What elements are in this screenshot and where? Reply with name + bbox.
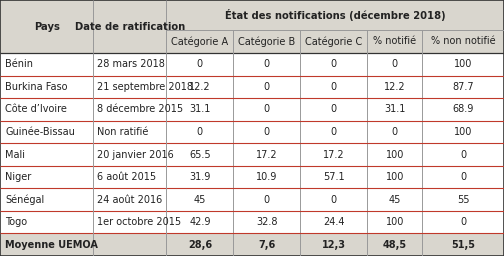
Text: 12.2: 12.2 <box>384 82 406 92</box>
Text: Catégorie A: Catégorie A <box>171 36 228 47</box>
Text: Togo: Togo <box>5 217 27 227</box>
Text: Côte d’Ivoire: Côte d’Ivoire <box>5 104 67 114</box>
Text: 48,5: 48,5 <box>383 240 407 250</box>
Text: 0: 0 <box>460 172 466 182</box>
Text: 24 août 2016: 24 août 2016 <box>97 195 162 205</box>
Text: 12.2: 12.2 <box>189 82 211 92</box>
Text: 0: 0 <box>197 127 203 137</box>
Text: 0: 0 <box>264 82 270 92</box>
Text: Catégorie B: Catégorie B <box>238 36 295 47</box>
Text: 1er octobre 2015: 1er octobre 2015 <box>97 217 181 227</box>
Text: Moyenne UEMOA: Moyenne UEMOA <box>5 240 98 250</box>
Bar <box>0 233 504 256</box>
Text: 45: 45 <box>389 195 401 205</box>
Text: Non ratifié: Non ratifié <box>97 127 148 137</box>
Text: 10.9: 10.9 <box>256 172 278 182</box>
Bar <box>0 30 504 53</box>
Bar <box>0 166 504 188</box>
Text: 55: 55 <box>457 195 469 205</box>
Text: 0: 0 <box>392 127 398 137</box>
Text: 17.2: 17.2 <box>256 150 278 159</box>
Text: 100: 100 <box>454 59 472 69</box>
Text: 12,3: 12,3 <box>322 240 346 250</box>
Bar <box>0 0 504 30</box>
Text: 65.5: 65.5 <box>189 150 211 159</box>
Text: Catégorie C: Catégorie C <box>305 36 362 47</box>
Text: % non notifié: % non notifié <box>431 36 495 46</box>
Text: État des notifications (décembre 2018): État des notifications (décembre 2018) <box>225 9 446 21</box>
Text: 100: 100 <box>454 127 472 137</box>
Text: 28 mars 2018: 28 mars 2018 <box>97 59 165 69</box>
Text: 17.2: 17.2 <box>323 150 345 159</box>
Text: 0: 0 <box>264 127 270 137</box>
Bar <box>0 121 504 143</box>
Text: 28,6: 28,6 <box>188 240 212 250</box>
Text: 8 décembre 2015: 8 décembre 2015 <box>97 104 183 114</box>
Text: 7,6: 7,6 <box>258 240 276 250</box>
Text: 0: 0 <box>264 59 270 69</box>
Text: 0: 0 <box>197 59 203 69</box>
Text: 20 janvier 2016: 20 janvier 2016 <box>97 150 173 159</box>
Text: 0: 0 <box>331 195 337 205</box>
Text: 0: 0 <box>331 82 337 92</box>
Text: 100: 100 <box>386 150 404 159</box>
Text: 6 août 2015: 6 août 2015 <box>97 172 156 182</box>
Bar <box>0 53 504 76</box>
Bar <box>0 188 504 211</box>
Text: Bénin: Bénin <box>5 59 33 69</box>
Text: % notifié: % notifié <box>373 36 416 46</box>
Text: 87.7: 87.7 <box>453 82 474 92</box>
Text: Pays: Pays <box>34 22 59 31</box>
Text: 32.8: 32.8 <box>256 217 278 227</box>
Text: Date de ratification: Date de ratification <box>75 22 185 31</box>
Text: 31.1: 31.1 <box>189 104 211 114</box>
Text: Guinée-Bissau: Guinée-Bissau <box>5 127 75 137</box>
Text: 0: 0 <box>392 59 398 69</box>
Text: 0: 0 <box>460 150 466 159</box>
Text: 68.9: 68.9 <box>453 104 474 114</box>
Text: 31.1: 31.1 <box>384 104 406 114</box>
Text: 0: 0 <box>331 59 337 69</box>
Text: 0: 0 <box>331 104 337 114</box>
Text: Sénégal: Sénégal <box>5 194 44 205</box>
Text: 42.9: 42.9 <box>189 217 211 227</box>
Bar <box>0 76 504 98</box>
Bar <box>0 143 504 166</box>
Bar <box>0 98 504 121</box>
Text: 100: 100 <box>386 217 404 227</box>
Text: 45: 45 <box>194 195 206 205</box>
Text: Mali: Mali <box>5 150 25 159</box>
Text: 24.4: 24.4 <box>323 217 345 227</box>
Text: 0: 0 <box>264 195 270 205</box>
Text: 31.9: 31.9 <box>189 172 211 182</box>
Text: 21 septembre 2018: 21 septembre 2018 <box>97 82 193 92</box>
Text: 0: 0 <box>264 104 270 114</box>
Text: Burkina Faso: Burkina Faso <box>5 82 68 92</box>
Text: 0: 0 <box>331 127 337 137</box>
Text: 0: 0 <box>460 217 466 227</box>
Text: Niger: Niger <box>5 172 31 182</box>
Bar <box>0 211 504 233</box>
Text: 100: 100 <box>386 172 404 182</box>
Text: 57.1: 57.1 <box>323 172 345 182</box>
Text: 51,5: 51,5 <box>451 240 475 250</box>
